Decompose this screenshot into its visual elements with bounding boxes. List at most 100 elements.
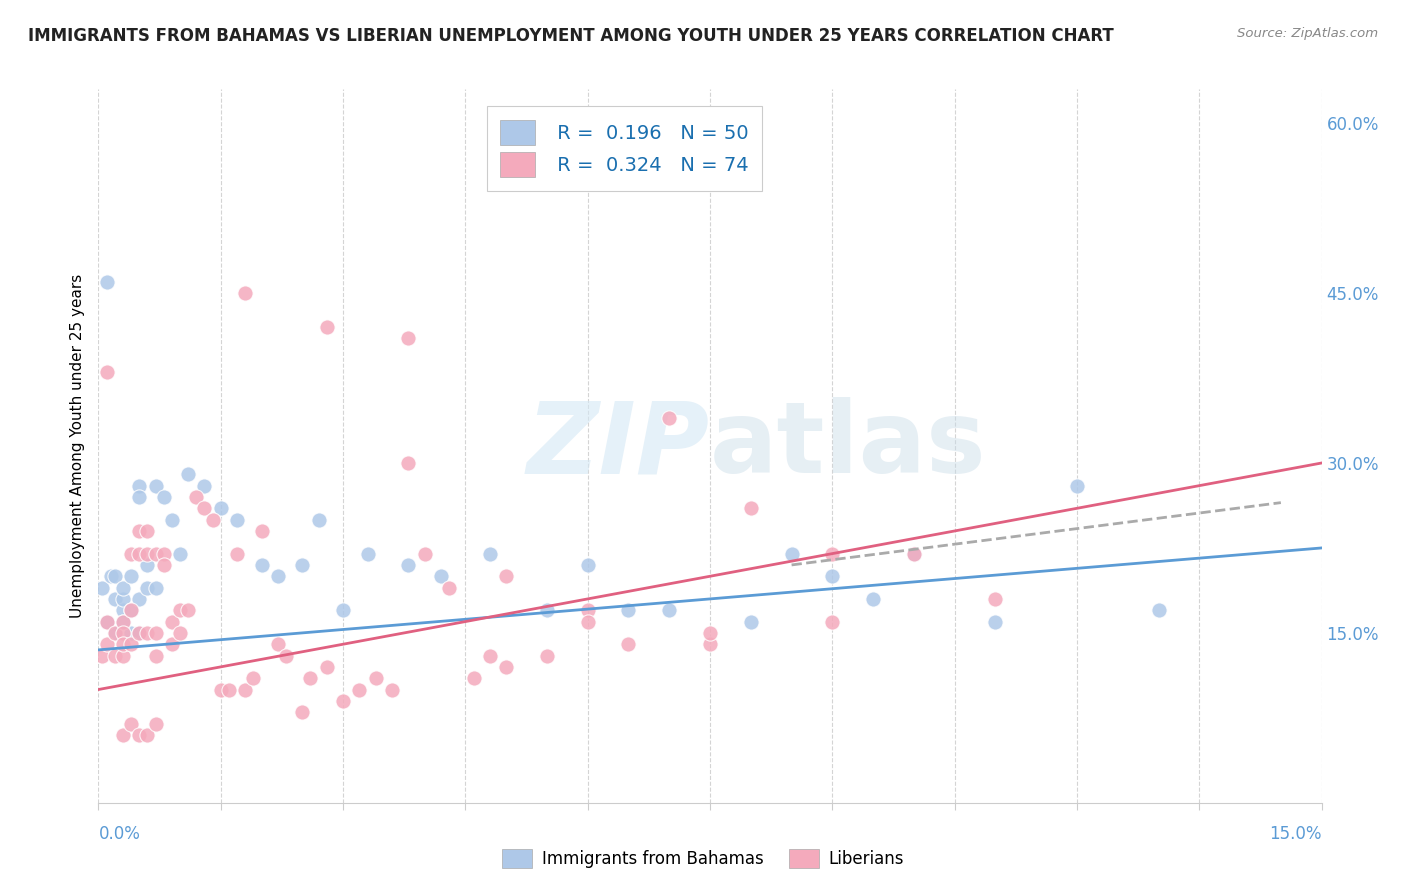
Point	[111, 615, 134, 629]
Point	[160, 637, 183, 651]
Point	[430, 569, 453, 583]
Point	[821, 615, 844, 629]
Point	[576, 603, 599, 617]
Point	[356, 547, 378, 561]
Point	[120, 569, 142, 583]
Point	[152, 490, 174, 504]
Point	[111, 637, 134, 651]
Point	[536, 603, 558, 617]
Point	[740, 501, 762, 516]
Point	[274, 648, 297, 663]
Point	[862, 591, 884, 606]
Point	[169, 626, 191, 640]
Point	[381, 682, 404, 697]
Point	[120, 716, 142, 731]
Point	[250, 558, 273, 572]
Point	[136, 524, 159, 538]
Point	[617, 603, 640, 617]
Y-axis label: Unemployment Among Youth under 25 years: Unemployment Among Youth under 25 years	[69, 274, 84, 618]
Point	[91, 581, 114, 595]
Point	[291, 705, 314, 719]
Point	[120, 626, 142, 640]
Point	[903, 547, 925, 561]
Point	[128, 728, 150, 742]
Point	[291, 558, 314, 572]
Point	[111, 615, 134, 629]
Point	[233, 682, 256, 697]
Point	[111, 626, 134, 640]
Point	[1066, 478, 1088, 492]
Point	[413, 547, 436, 561]
Point	[96, 637, 118, 651]
Point	[128, 524, 150, 538]
Point	[120, 603, 142, 617]
Point	[242, 671, 264, 685]
Point	[233, 286, 256, 301]
Point	[177, 467, 200, 482]
Point	[111, 648, 134, 663]
Point	[308, 513, 330, 527]
Point	[437, 581, 460, 595]
Point	[145, 626, 167, 640]
Point	[218, 682, 240, 697]
Point	[396, 331, 419, 345]
Point	[136, 558, 159, 572]
Point	[145, 547, 167, 561]
Point	[617, 637, 640, 651]
Point	[193, 478, 215, 492]
Point	[821, 547, 844, 561]
Point	[100, 569, 122, 583]
Point	[128, 478, 150, 492]
Point	[495, 660, 517, 674]
Point	[111, 581, 134, 595]
Point	[104, 648, 127, 663]
Point	[186, 490, 208, 504]
Point	[576, 615, 599, 629]
Point	[96, 365, 118, 379]
Point	[332, 603, 354, 617]
Point	[576, 558, 599, 572]
Point	[128, 626, 150, 640]
Point	[104, 569, 127, 583]
Point	[478, 547, 501, 561]
Point	[226, 547, 249, 561]
Point	[136, 728, 159, 742]
Point	[104, 626, 127, 640]
Point	[299, 671, 322, 685]
Point	[364, 671, 387, 685]
Point	[699, 637, 721, 651]
Point	[903, 547, 925, 561]
Point	[396, 558, 419, 572]
Point	[145, 581, 167, 595]
Point	[209, 501, 232, 516]
Point	[780, 547, 803, 561]
Point	[315, 320, 337, 334]
Point	[111, 603, 134, 617]
Point	[96, 615, 118, 629]
Point	[396, 456, 419, 470]
Legend:  R =  0.196   N = 50,  R =  0.324   N = 74: R = 0.196 N = 50, R = 0.324 N = 74	[486, 106, 762, 191]
Text: atlas: atlas	[710, 398, 987, 494]
Text: Source: ZipAtlas.com: Source: ZipAtlas.com	[1237, 27, 1378, 40]
Text: 15.0%: 15.0%	[1270, 825, 1322, 843]
Point	[96, 275, 118, 289]
Point	[1147, 603, 1170, 617]
Point	[226, 513, 249, 527]
Point	[120, 637, 142, 651]
Point	[120, 603, 142, 617]
Point	[128, 626, 150, 640]
Text: 0.0%: 0.0%	[98, 825, 141, 843]
Point	[478, 648, 501, 663]
Point	[315, 660, 337, 674]
Point	[349, 682, 371, 697]
Point	[136, 626, 159, 640]
Point	[193, 501, 215, 516]
Point	[821, 569, 844, 583]
Point	[267, 569, 290, 583]
Point	[152, 558, 174, 572]
Point	[332, 694, 354, 708]
Point	[536, 648, 558, 663]
Point	[128, 547, 150, 561]
Point	[145, 478, 167, 492]
Point	[209, 682, 232, 697]
